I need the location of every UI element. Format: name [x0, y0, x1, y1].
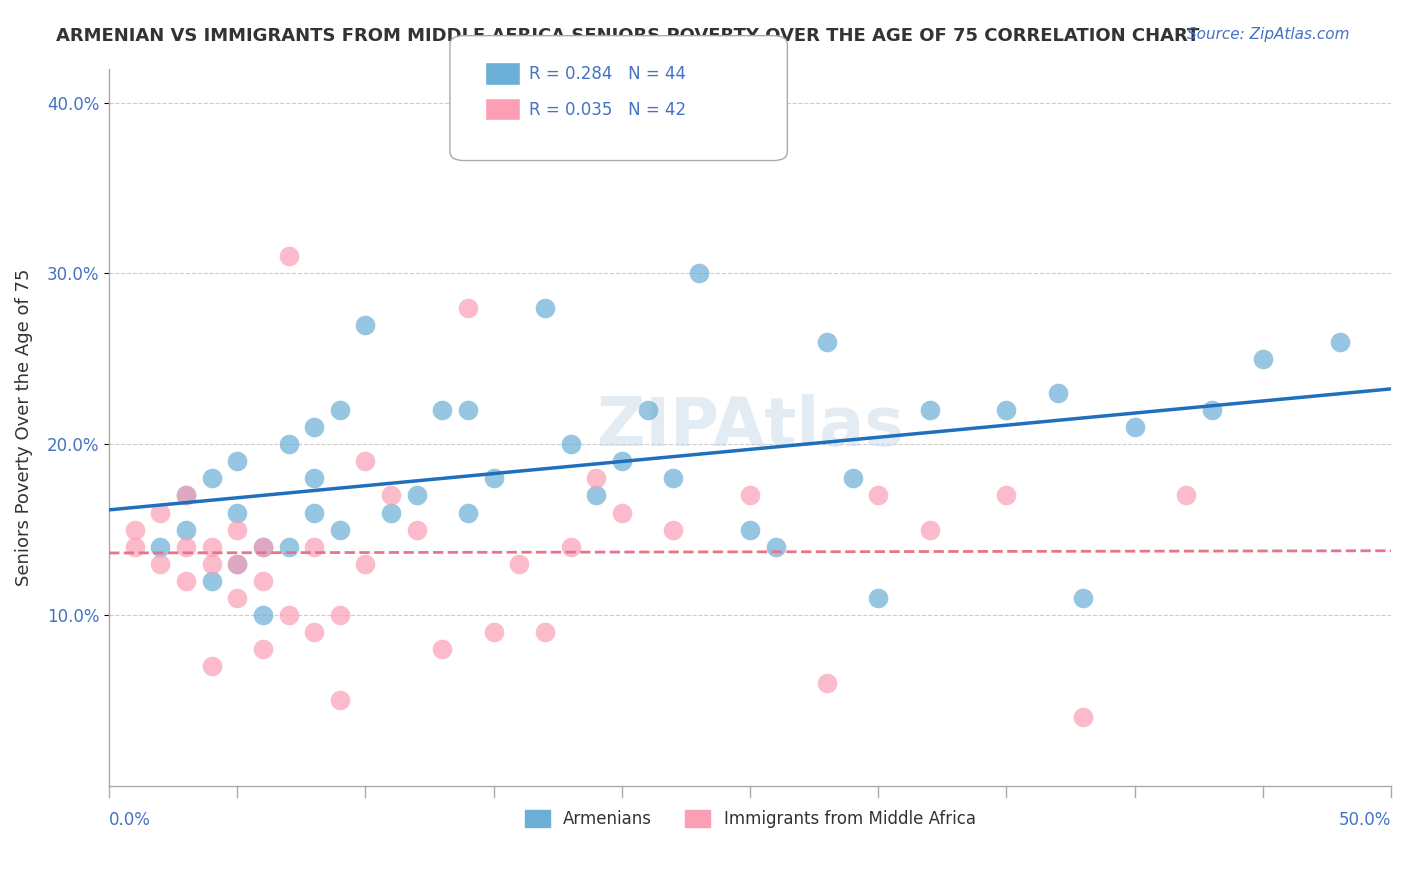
- Point: [995, 403, 1018, 417]
- Point: [329, 403, 352, 417]
- Point: [354, 557, 377, 571]
- Point: [482, 625, 505, 640]
- Point: [226, 506, 249, 520]
- Point: [302, 506, 325, 520]
- Point: [534, 301, 557, 315]
- Point: [457, 403, 479, 417]
- Point: [610, 506, 633, 520]
- Point: [149, 506, 172, 520]
- Point: [662, 471, 685, 485]
- Point: [252, 642, 274, 657]
- Text: R = 0.035   N = 42: R = 0.035 N = 42: [529, 101, 686, 119]
- Text: R = 0.284   N = 44: R = 0.284 N = 44: [529, 65, 686, 83]
- Point: [688, 267, 710, 281]
- Point: [637, 403, 659, 417]
- Point: [1329, 334, 1351, 349]
- Point: [302, 540, 325, 554]
- Point: [868, 591, 890, 605]
- Point: [1201, 403, 1223, 417]
- Point: [738, 523, 761, 537]
- Point: [405, 488, 427, 502]
- Point: [149, 557, 172, 571]
- Point: [252, 607, 274, 622]
- Point: [918, 403, 941, 417]
- Point: [174, 488, 197, 502]
- Text: ARMENIAN VS IMMIGRANTS FROM MIDDLE AFRICA SENIORS POVERTY OVER THE AGE OF 75 COR: ARMENIAN VS IMMIGRANTS FROM MIDDLE AFRIC…: [56, 27, 1199, 45]
- Point: [226, 454, 249, 468]
- Text: ZIPAtlas: ZIPAtlas: [596, 394, 904, 460]
- Point: [226, 591, 249, 605]
- Point: [252, 540, 274, 554]
- Point: [354, 318, 377, 332]
- Point: [380, 506, 402, 520]
- Point: [201, 540, 224, 554]
- Point: [868, 488, 890, 502]
- Point: [815, 676, 838, 690]
- Point: [174, 574, 197, 588]
- Point: [302, 625, 325, 640]
- Point: [354, 454, 377, 468]
- Point: [1251, 351, 1274, 366]
- Point: [482, 471, 505, 485]
- Point: [201, 557, 224, 571]
- Point: [534, 625, 557, 640]
- Point: [918, 523, 941, 537]
- Point: [995, 488, 1018, 502]
- Point: [124, 540, 146, 554]
- Point: [329, 523, 352, 537]
- Point: [252, 540, 274, 554]
- Point: [277, 607, 299, 622]
- Point: [457, 301, 479, 315]
- Point: [765, 540, 787, 554]
- Point: [149, 540, 172, 554]
- Point: [226, 557, 249, 571]
- Point: [302, 420, 325, 434]
- Text: 50.0%: 50.0%: [1339, 811, 1391, 829]
- Point: [124, 523, 146, 537]
- Point: [610, 454, 633, 468]
- Point: [738, 488, 761, 502]
- Point: [1073, 710, 1095, 724]
- Legend: Armenians, Immigrants from Middle Africa: Armenians, Immigrants from Middle Africa: [517, 804, 983, 835]
- Point: [585, 488, 607, 502]
- Point: [560, 437, 582, 451]
- Point: [174, 540, 197, 554]
- Point: [277, 437, 299, 451]
- Point: [405, 523, 427, 537]
- Point: [432, 642, 454, 657]
- Point: [174, 523, 197, 537]
- Y-axis label: Seniors Poverty Over the Age of 75: Seniors Poverty Over the Age of 75: [15, 268, 32, 586]
- Point: [329, 607, 352, 622]
- Point: [174, 488, 197, 502]
- Point: [508, 557, 530, 571]
- Point: [226, 557, 249, 571]
- Point: [432, 403, 454, 417]
- Point: [201, 471, 224, 485]
- Point: [226, 523, 249, 537]
- Point: [841, 471, 863, 485]
- Point: [1123, 420, 1146, 434]
- Point: [1174, 488, 1197, 502]
- Text: 0.0%: 0.0%: [110, 811, 150, 829]
- Point: [380, 488, 402, 502]
- Point: [1073, 591, 1095, 605]
- Point: [815, 334, 838, 349]
- Point: [1046, 386, 1069, 401]
- Point: [457, 506, 479, 520]
- Point: [560, 540, 582, 554]
- Point: [201, 574, 224, 588]
- Point: [252, 574, 274, 588]
- Point: [277, 540, 299, 554]
- Point: [302, 471, 325, 485]
- Point: [662, 523, 685, 537]
- Point: [201, 659, 224, 673]
- Point: [277, 249, 299, 263]
- Text: Source: ZipAtlas.com: Source: ZipAtlas.com: [1187, 27, 1350, 42]
- Point: [329, 693, 352, 707]
- Point: [585, 471, 607, 485]
